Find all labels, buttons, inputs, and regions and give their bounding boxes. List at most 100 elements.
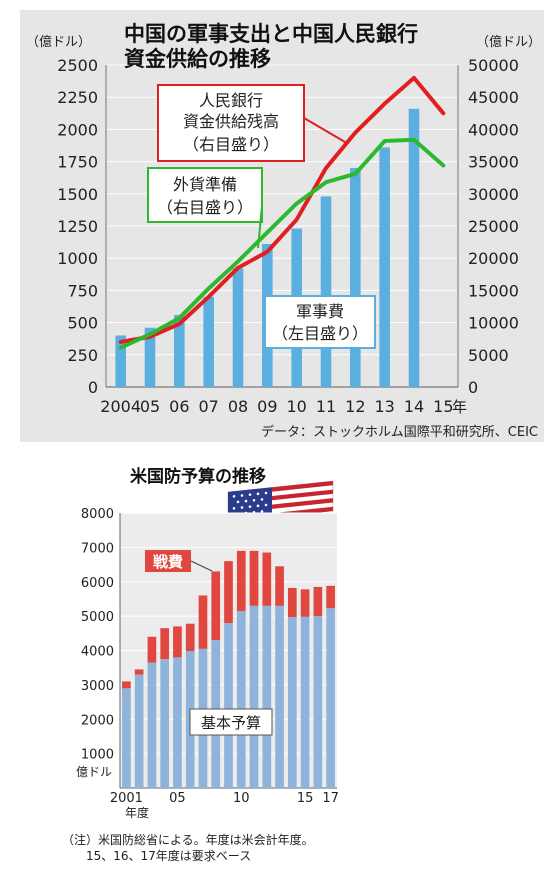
war-cost-bar	[173, 626, 182, 658]
military-bar	[115, 335, 126, 387]
chart1-x-unit: 年	[452, 398, 467, 416]
legend-base-budget: 基本予算	[189, 708, 273, 736]
chart1-right-tick-label: 45000	[468, 88, 519, 107]
legend-military: 軍事費 （左目盛り）	[264, 295, 376, 349]
chart1-lines	[118, 75, 446, 350]
war-cost-bar	[262, 552, 272, 606]
chart1-x-tick-label: 13	[374, 397, 394, 416]
military-bar	[320, 196, 332, 387]
chart1-left-tick-label: 1250	[57, 217, 98, 236]
chart1-x-tick-label: 10	[286, 397, 306, 416]
war-cost-bar	[211, 571, 221, 641]
base-budget-bar	[134, 674, 144, 788]
chart1-source: データ：ストックホルム国際平和研究所、CEIC	[261, 424, 538, 440]
chart1-right-tick-label: 15000	[468, 281, 519, 300]
chart1-x-tick-label: 15	[433, 397, 453, 416]
chart1-left-tick-label: 0	[88, 378, 98, 397]
base-budget-bar	[122, 688, 131, 788]
base-budget-bar	[275, 605, 284, 788]
legend-central-bank-line1: 人民銀行	[199, 91, 263, 110]
chart1-x-tick-label: 11	[316, 397, 336, 416]
chart2-x-tick-label: 10	[233, 791, 250, 806]
chart2-y-tick-label: 6000	[81, 576, 114, 591]
legend-fx-reserves: 外貨準備 （右目盛り）	[147, 167, 263, 249]
chart2-x-tick-label: 17	[322, 791, 339, 806]
chart2-y-tick-label: 8000	[81, 507, 114, 522]
fx-reserves-line	[118, 137, 446, 350]
us-chart: 米国防予算の推移 1000 2000 3000 4000 5000 6000 7000 800…	[62, 466, 339, 863]
chart1-x-tick-label: 07	[198, 397, 218, 416]
chart1-x-tick-label: 06	[169, 397, 189, 416]
chart2-y-tick-label: 7000	[81, 541, 114, 556]
chart1-left-tick-label: 750	[67, 281, 98, 300]
war-cost-bar	[198, 595, 208, 649]
chart1-left-tick-label: 2250	[57, 88, 98, 107]
chart1-right-tick-label: 35000	[468, 153, 519, 172]
legend-fx-reserves-line2: （右目盛り）	[157, 198, 253, 217]
chart1-right-tick-label: 5000	[468, 346, 509, 365]
chart2-y-tick-label: 4000	[81, 645, 114, 660]
legend-war-cost-label: 戦費	[153, 553, 183, 571]
chart2-y-ticks: 1000 2000 3000 4000 5000 6000 7000 8000	[81, 507, 114, 763]
war-cost-bar	[326, 585, 335, 609]
chart2-x-tick-label: 2001	[110, 791, 143, 806]
military-bar	[174, 314, 185, 387]
military-bar	[203, 296, 214, 387]
base-budget-bar	[300, 616, 310, 788]
chart1-right-tick-label: 10000	[468, 314, 519, 333]
military-bar	[350, 168, 361, 387]
military-bar	[144, 327, 156, 387]
chart1-left-tick-label: 1000	[57, 249, 98, 268]
legend-base-budget-label: 基本予算	[201, 714, 261, 732]
chart1-right-tick-label: 0	[468, 378, 478, 397]
chart2-x-unit: 年度	[125, 805, 149, 820]
military-bar	[379, 147, 390, 387]
base-budget-bar	[224, 623, 233, 788]
chart2-title: 米国防予算の推移	[130, 466, 266, 487]
chart1-right-tick-label: 40000	[468, 120, 519, 139]
chart1-left-tick-label: 2500	[57, 56, 98, 75]
chart2-y-tick-label: 5000	[81, 610, 114, 625]
china-chart: 0 250 500 750 1000 1250 1500 1750 2000 2250 2500 0…	[20, 10, 544, 442]
legend-central-bank-line2: 資金供給残高	[183, 112, 279, 131]
chart1-right-unit: （億ドル）	[476, 34, 541, 50]
war-cost-bar	[160, 628, 170, 660]
base-budget-bar	[236, 610, 246, 788]
chart2-y-unit: 億ドル	[76, 765, 112, 779]
chart2-x-tick-label: 05	[169, 791, 186, 806]
central-bank-line	[118, 75, 446, 344]
war-cost-bar	[236, 550, 246, 611]
chart1-title-line2: 資金供給の推移	[124, 47, 271, 71]
chart1-right-ticks: 0 5000 10000 15000 20000 25000 30000 35000 40000…	[468, 56, 519, 397]
war-cost-bar	[147, 636, 157, 663]
legend-central-bank: 人民銀行 資金供給残高 （右目盛り）	[157, 84, 346, 162]
chart2-y-tick-label: 2000	[81, 713, 114, 728]
chart1-x-tick-label: 12	[345, 397, 365, 416]
chart2-y-tick-label: 1000	[81, 748, 114, 763]
chart1-x-tick-label: 2004	[100, 397, 141, 416]
chart1-left-tick-label: 250	[67, 346, 98, 365]
chart1-left-unit: （億ドル）	[26, 34, 91, 50]
base-budget-bar	[173, 657, 182, 788]
legend-military-line2: （左目盛り）	[272, 324, 368, 343]
base-budget-bar	[147, 662, 157, 788]
chart2-y-tick-label: 3000	[81, 679, 114, 694]
chart2-x-tick-label: 15	[297, 791, 314, 806]
war-cost-bar	[122, 681, 131, 689]
legend-fx-reserves-line1: 外貨準備	[173, 175, 237, 194]
war-cost-bar	[224, 561, 233, 623]
chart1-x-tick-label: 09	[257, 397, 277, 416]
legend-military-line1: 軍事費	[296, 302, 344, 321]
chart1-title-line1: 中国の軍事支出と中国人民銀行	[124, 22, 418, 46]
chart2-note-line1: （注）米国防総省による。年度は米会計年度。	[62, 832, 314, 847]
war-cost-bar	[300, 589, 310, 617]
base-budget-bar	[160, 659, 170, 788]
base-budget-bar	[326, 608, 335, 788]
chart1-right-tick-label: 20000	[468, 249, 519, 268]
base-budget-bar	[262, 605, 272, 788]
chart1-x-tick-label: 08	[228, 397, 248, 416]
chart1-right-tick-label: 50000	[468, 56, 519, 75]
war-cost-bar	[134, 669, 144, 675]
chart1-left-ticks: 0 250 500 750 1000 1250 1500 1750 2000 2250 2500	[57, 56, 98, 397]
